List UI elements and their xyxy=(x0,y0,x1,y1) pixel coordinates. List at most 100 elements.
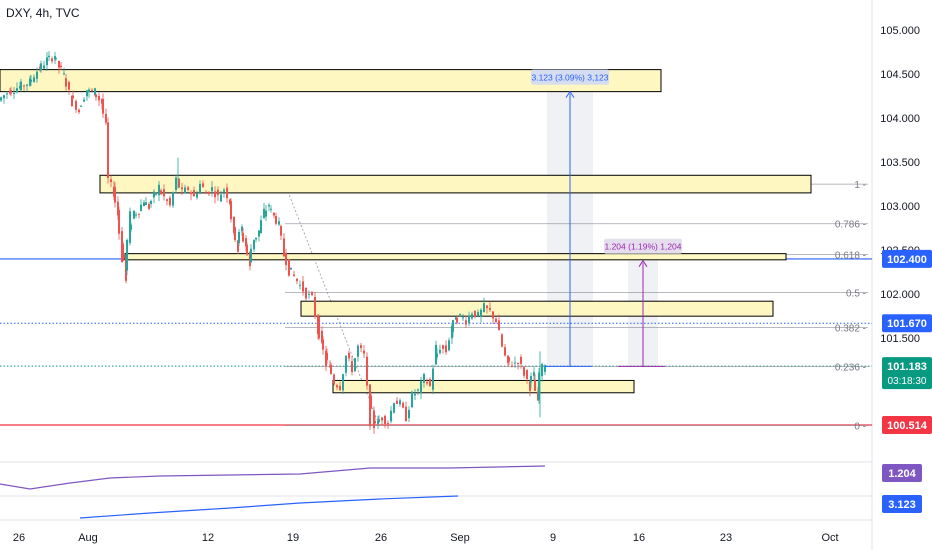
y-tick-0: 105.000 xyxy=(880,25,920,37)
candles xyxy=(0,51,546,434)
indicator-badge-purple: 1.204 xyxy=(888,468,916,480)
candle-body xyxy=(263,208,265,218)
candle-body xyxy=(158,184,160,196)
candle-body xyxy=(196,193,198,198)
price-badge-1: 101.670 xyxy=(887,318,927,330)
candle-body xyxy=(46,57,48,66)
candle-body xyxy=(68,82,70,90)
y-tick-7: 101.500 xyxy=(880,333,920,345)
price-badge-0-bg xyxy=(882,249,932,268)
candle-body xyxy=(314,297,316,317)
candle-body xyxy=(78,109,80,113)
measure-label-1: 1.204 (1.19%) 1,204 xyxy=(604,242,681,252)
candle-body xyxy=(296,278,298,282)
candle-body xyxy=(169,197,171,206)
candle-body xyxy=(439,349,441,354)
candle-body xyxy=(245,238,247,247)
candle-body xyxy=(381,417,383,421)
candle-body xyxy=(98,95,100,101)
candle-body xyxy=(511,365,513,367)
candle-body xyxy=(230,201,232,220)
candle-body xyxy=(238,231,240,243)
measure-arrow-0 xyxy=(565,90,575,98)
y-tick-6: 102.000 xyxy=(880,289,920,301)
candle-body xyxy=(55,57,57,59)
candle-body xyxy=(330,364,332,374)
candle-body xyxy=(43,65,45,69)
candle-body xyxy=(529,381,531,391)
candle-body xyxy=(145,202,147,205)
x-tick-4: 26 xyxy=(375,532,387,544)
candle-body xyxy=(155,192,157,195)
candle-body xyxy=(538,372,540,400)
candle-body xyxy=(30,79,32,82)
zone-104-5 xyxy=(0,69,662,93)
candle-body xyxy=(342,374,344,391)
candle-body xyxy=(40,63,42,71)
candle-body xyxy=(498,320,500,331)
price-badge-2: 100.514 xyxy=(887,420,928,432)
candle-body xyxy=(205,192,207,194)
candle-body xyxy=(260,220,262,234)
candle-body xyxy=(190,192,192,195)
candle-body xyxy=(290,267,292,270)
candle-body xyxy=(181,187,183,190)
candle-body xyxy=(363,350,365,354)
candle-body xyxy=(345,355,347,373)
y-tick-1: 104.500 xyxy=(880,69,920,81)
candle-body xyxy=(133,210,135,219)
indicator-blue-line xyxy=(79,495,459,519)
candle-body xyxy=(23,85,25,87)
candle-body xyxy=(373,410,375,429)
candle-body xyxy=(517,363,519,365)
candle-body xyxy=(544,365,546,372)
candle-body xyxy=(278,221,280,225)
indicator-badge-purple-bg xyxy=(882,464,922,482)
candle-body xyxy=(250,248,252,263)
candle-body xyxy=(217,189,219,196)
candle-body xyxy=(211,186,213,192)
measure-label-0: 3.123 (3.09%) 3,123 xyxy=(531,73,608,83)
candle-body xyxy=(501,334,503,347)
fib-label-1: 0.786 - xyxy=(835,220,866,231)
candle-body xyxy=(126,239,128,271)
candle-body xyxy=(366,356,368,386)
candle-body xyxy=(166,199,168,201)
x-tick-9: Oct xyxy=(821,532,838,544)
candle-body xyxy=(452,320,454,332)
candle-body xyxy=(333,374,335,385)
price-badge-2-bg xyxy=(882,416,932,434)
candle-body xyxy=(71,95,73,107)
candle-body xyxy=(489,307,491,310)
candle-body xyxy=(80,105,82,107)
candle-body xyxy=(396,400,398,405)
candle-body xyxy=(63,73,65,75)
candle-body xyxy=(91,89,93,91)
candle-body xyxy=(442,345,444,349)
candle-body xyxy=(533,372,535,376)
candle-body xyxy=(378,419,380,423)
candle-body xyxy=(0,97,2,101)
candle-body xyxy=(336,385,338,388)
candle-body xyxy=(184,187,186,194)
candle-body xyxy=(474,310,476,318)
candle-body xyxy=(483,303,485,312)
candle-body xyxy=(426,381,428,384)
candle-body xyxy=(514,362,516,364)
candle-body xyxy=(270,208,272,210)
candle-body xyxy=(504,347,506,356)
fib-label-5: 0.236 - xyxy=(835,362,866,373)
candle-body xyxy=(299,284,301,286)
candle-body xyxy=(220,194,222,202)
indicator-purple-line xyxy=(0,465,546,490)
candle-body xyxy=(448,340,450,351)
candle-body xyxy=(193,190,195,197)
candle-body xyxy=(526,370,528,380)
candle-body xyxy=(468,315,470,323)
candle-body xyxy=(351,361,353,373)
candle-body xyxy=(456,318,458,323)
candle-body xyxy=(377,420,379,425)
price-badge-1-bg xyxy=(882,314,932,333)
